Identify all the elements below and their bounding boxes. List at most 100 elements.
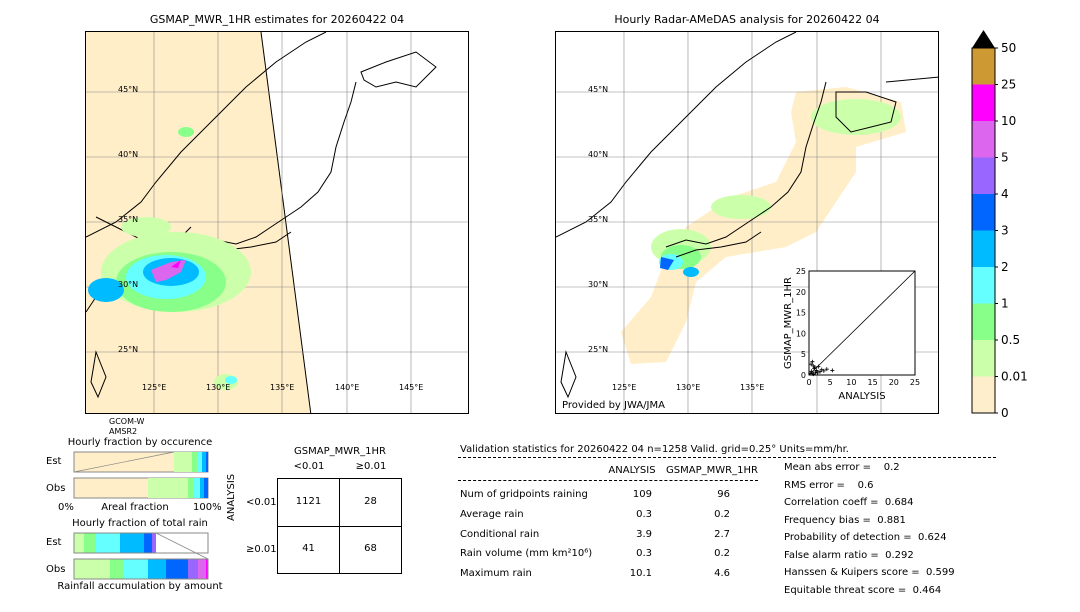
- left-lon-140: 140°E: [335, 383, 359, 392]
- scatter-point: [808, 371, 813, 376]
- scatter-point: [814, 368, 819, 373]
- val-row-label: Rain volume (mm km²10⁶): [460, 548, 593, 559]
- scatter-point: [812, 365, 817, 370]
- colorbar-swatch: [972, 230, 995, 267]
- val-score: Frequency bias = 0.881: [784, 514, 906, 526]
- right-map-rain: [651, 99, 901, 277]
- val-row-analysis: 0.3: [636, 509, 652, 520]
- val-score: False alarm ratio = 0.292: [784, 549, 914, 561]
- inset-xtick: 10: [846, 378, 856, 387]
- left-lon-145: 145°E: [399, 383, 423, 392]
- contingency-row-1: ≥0.01: [246, 544, 277, 555]
- scatter-point: [810, 359, 815, 364]
- right-lat-40: 40°N: [588, 150, 608, 159]
- val-row-analysis: 10.1: [629, 568, 652, 579]
- colorbar-tick-label: 5: [1001, 151, 1009, 165]
- left-lat-25: 25°N: [118, 345, 138, 354]
- scatter-point: [830, 368, 835, 373]
- right-map-canvas: 45°N 40°N 35°N 30°N 25°N 125°E 130°E 135…: [556, 32, 938, 413]
- colorbar-tick-label: 0.01: [1001, 370, 1028, 384]
- tot-row-obs: Obs: [46, 564, 66, 575]
- contingency-col-1: ≥0.01: [355, 461, 387, 472]
- validation-header: Validation statistics for 20260422 04 n=…: [460, 444, 849, 455]
- inset-xtick: 15: [868, 378, 878, 387]
- scatter-point: [815, 370, 820, 375]
- cell-ny: 28: [364, 496, 377, 507]
- left-lon-135: 135°E: [270, 383, 294, 392]
- colorbar: 50 25 10 5 4 3 2 1 0.5 0.01 0: [971, 30, 1028, 420]
- val-score: Probability of detection = 0.624: [784, 532, 947, 543]
- occ-row-est: Est: [46, 456, 62, 467]
- inset-xtick: 0: [806, 378, 811, 387]
- satellite-label: GCOM-W AMSR2: [109, 417, 145, 436]
- val-row-gsmap: 96: [717, 489, 730, 500]
- right-map-title: Hourly Radar-AMeDAS analysis for 2026042…: [614, 13, 880, 26]
- left-lat-45: 45°N: [118, 85, 138, 94]
- right-lon-135: 135°E: [740, 383, 764, 392]
- val-col-analysis: ANALYSIS: [608, 465, 656, 476]
- colorbar-swatch: [972, 376, 995, 413]
- colorbar-tick-label: 3: [1001, 224, 1009, 238]
- fraction-occurrence-title: Hourly fraction by occurence: [67, 437, 213, 448]
- inset-ytick: 25: [796, 267, 806, 276]
- inset-ytick: 5: [801, 350, 806, 359]
- colorbar-tick-label: 0: [1001, 406, 1009, 420]
- contingency-col-0: <0.01: [293, 461, 325, 472]
- scatter-point: [818, 369, 823, 374]
- map-credit: Provided by JWA/JMA: [562, 400, 665, 411]
- left-lat-40: 40°N: [118, 150, 138, 159]
- total-bars: [73, 532, 209, 580]
- inset-xtick: 20: [889, 378, 899, 387]
- val-col-gsmap: GSMAP_MWR_1HR: [666, 465, 758, 476]
- right-lat-35: 35°N: [588, 215, 608, 224]
- tot-row-est: Est: [46, 537, 62, 548]
- val-row-label: Conditional rain: [460, 529, 540, 540]
- swath-edge: [260, 32, 312, 413]
- colorbar-tick-label: 1: [1001, 297, 1009, 311]
- left-map-title: GSMAP_MWR_1HR estimates for 20260422 04: [149, 13, 405, 26]
- contingency-title: GSMAP_MWR_1HR: [294, 446, 386, 457]
- right-lon-130: 130°E: [676, 383, 700, 392]
- right-lat-45: 45°N: [588, 85, 608, 94]
- right-lon-125: 125°E: [612, 383, 636, 392]
- left-lat-35: 35°N: [118, 215, 138, 224]
- val-score: Mean abs error = 0.2: [784, 462, 900, 473]
- cell-yy: 68: [364, 543, 377, 554]
- val-row-label: Num of gridpoints raining: [460, 489, 588, 500]
- val-score: RMS error = 0.6: [784, 479, 874, 491]
- inset-ytick: 20: [796, 288, 806, 297]
- colorbar-swatch: [972, 303, 995, 340]
- inset-xtick: 5: [828, 378, 833, 387]
- occurrence-bars: [73, 451, 209, 499]
- scatter-point: [824, 367, 829, 372]
- inset-ytick: 0: [801, 371, 806, 380]
- cell-yn: 41: [302, 543, 315, 554]
- colorbar-tick-label: 4: [1001, 187, 1009, 201]
- swath-area: [86, 32, 311, 413]
- scatter-point: [811, 372, 816, 377]
- fraction-total-title: Hourly fraction of total rain: [72, 518, 208, 529]
- tot-est-bar: [73, 532, 209, 554]
- colorbar-swatch: [972, 84, 995, 121]
- colorbar-swatch: [972, 340, 995, 377]
- contingency-grid: 1121 28 41 68: [277, 478, 402, 574]
- colorbar-extend-arrow: [972, 30, 995, 48]
- val-row-gsmap: 2.7: [714, 529, 730, 540]
- val-score: Equitable threat score = 0.464: [784, 584, 942, 596]
- left-map-canvas: 45°N 40°N 35°N 30°N 25°N 125°E 130°E 135…: [86, 32, 468, 413]
- left-lon-125: 125°E: [142, 383, 166, 392]
- scatter-point: [821, 368, 826, 373]
- val-row-label: Maximum rain: [460, 568, 532, 579]
- colorbar-tick-label: 10: [1001, 114, 1016, 128]
- inset-xlabel: ANALYSIS: [838, 391, 885, 402]
- occ-axis-mid: Areal fraction: [101, 502, 169, 513]
- val-row-gsmap: 4.6: [714, 568, 730, 579]
- tot-obs-bar: [73, 558, 209, 580]
- contingency-side-label: ANALYSIS: [226, 473, 237, 521]
- tot-axis-mid: Rainfall accumulation by amount: [57, 581, 223, 592]
- colorbar-tick-label: 50: [1001, 41, 1016, 55]
- colorbar-swatch: [972, 48, 995, 85]
- val-row-analysis: 109: [632, 489, 652, 500]
- colorbar-tick-label: 0.5: [1001, 333, 1020, 347]
- inset-ylabel: GSMAP_MWR_1HR: [783, 277, 794, 369]
